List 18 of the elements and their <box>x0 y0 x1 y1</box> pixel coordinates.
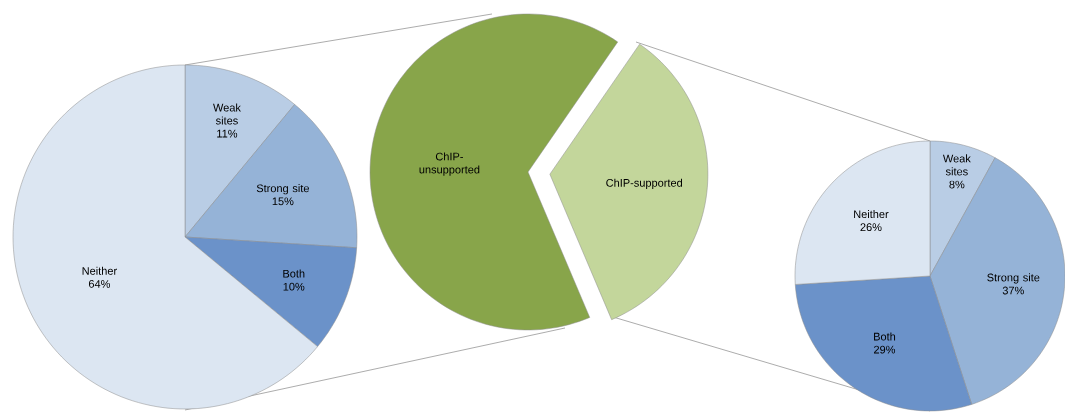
slice-label: Weak sites <box>213 103 241 125</box>
data-label: 29% <box>874 345 896 354</box>
data-label: 64% <box>88 280 111 288</box>
slice-label: Strong site <box>256 184 309 195</box>
slice-label: ChIP-unsupported <box>419 152 480 176</box>
data-label: 8% <box>949 180 965 189</box>
slice-label: ChIP-supported <box>606 178 683 189</box>
slice-label: Weak sites <box>942 154 971 176</box>
slice-label: Both <box>283 269 305 278</box>
data-label: 15% <box>272 197 294 206</box>
data-label: 26% <box>860 223 882 232</box>
slice-label: Neither <box>82 266 117 275</box>
slice-label: Strong site <box>987 273 1040 284</box>
data-label: 10% <box>283 282 305 291</box>
slice-label: Neither <box>854 210 889 219</box>
data-label: 37% <box>1002 286 1024 295</box>
slice-label: Both <box>874 332 896 341</box>
data-label: 11% <box>217 129 238 138</box>
